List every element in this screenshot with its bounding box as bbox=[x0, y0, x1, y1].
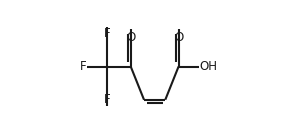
Text: OH: OH bbox=[200, 60, 218, 73]
Text: F: F bbox=[80, 60, 87, 73]
Text: F: F bbox=[103, 93, 110, 106]
Text: O: O bbox=[174, 31, 183, 44]
Text: O: O bbox=[126, 31, 135, 44]
Text: F: F bbox=[103, 27, 110, 40]
